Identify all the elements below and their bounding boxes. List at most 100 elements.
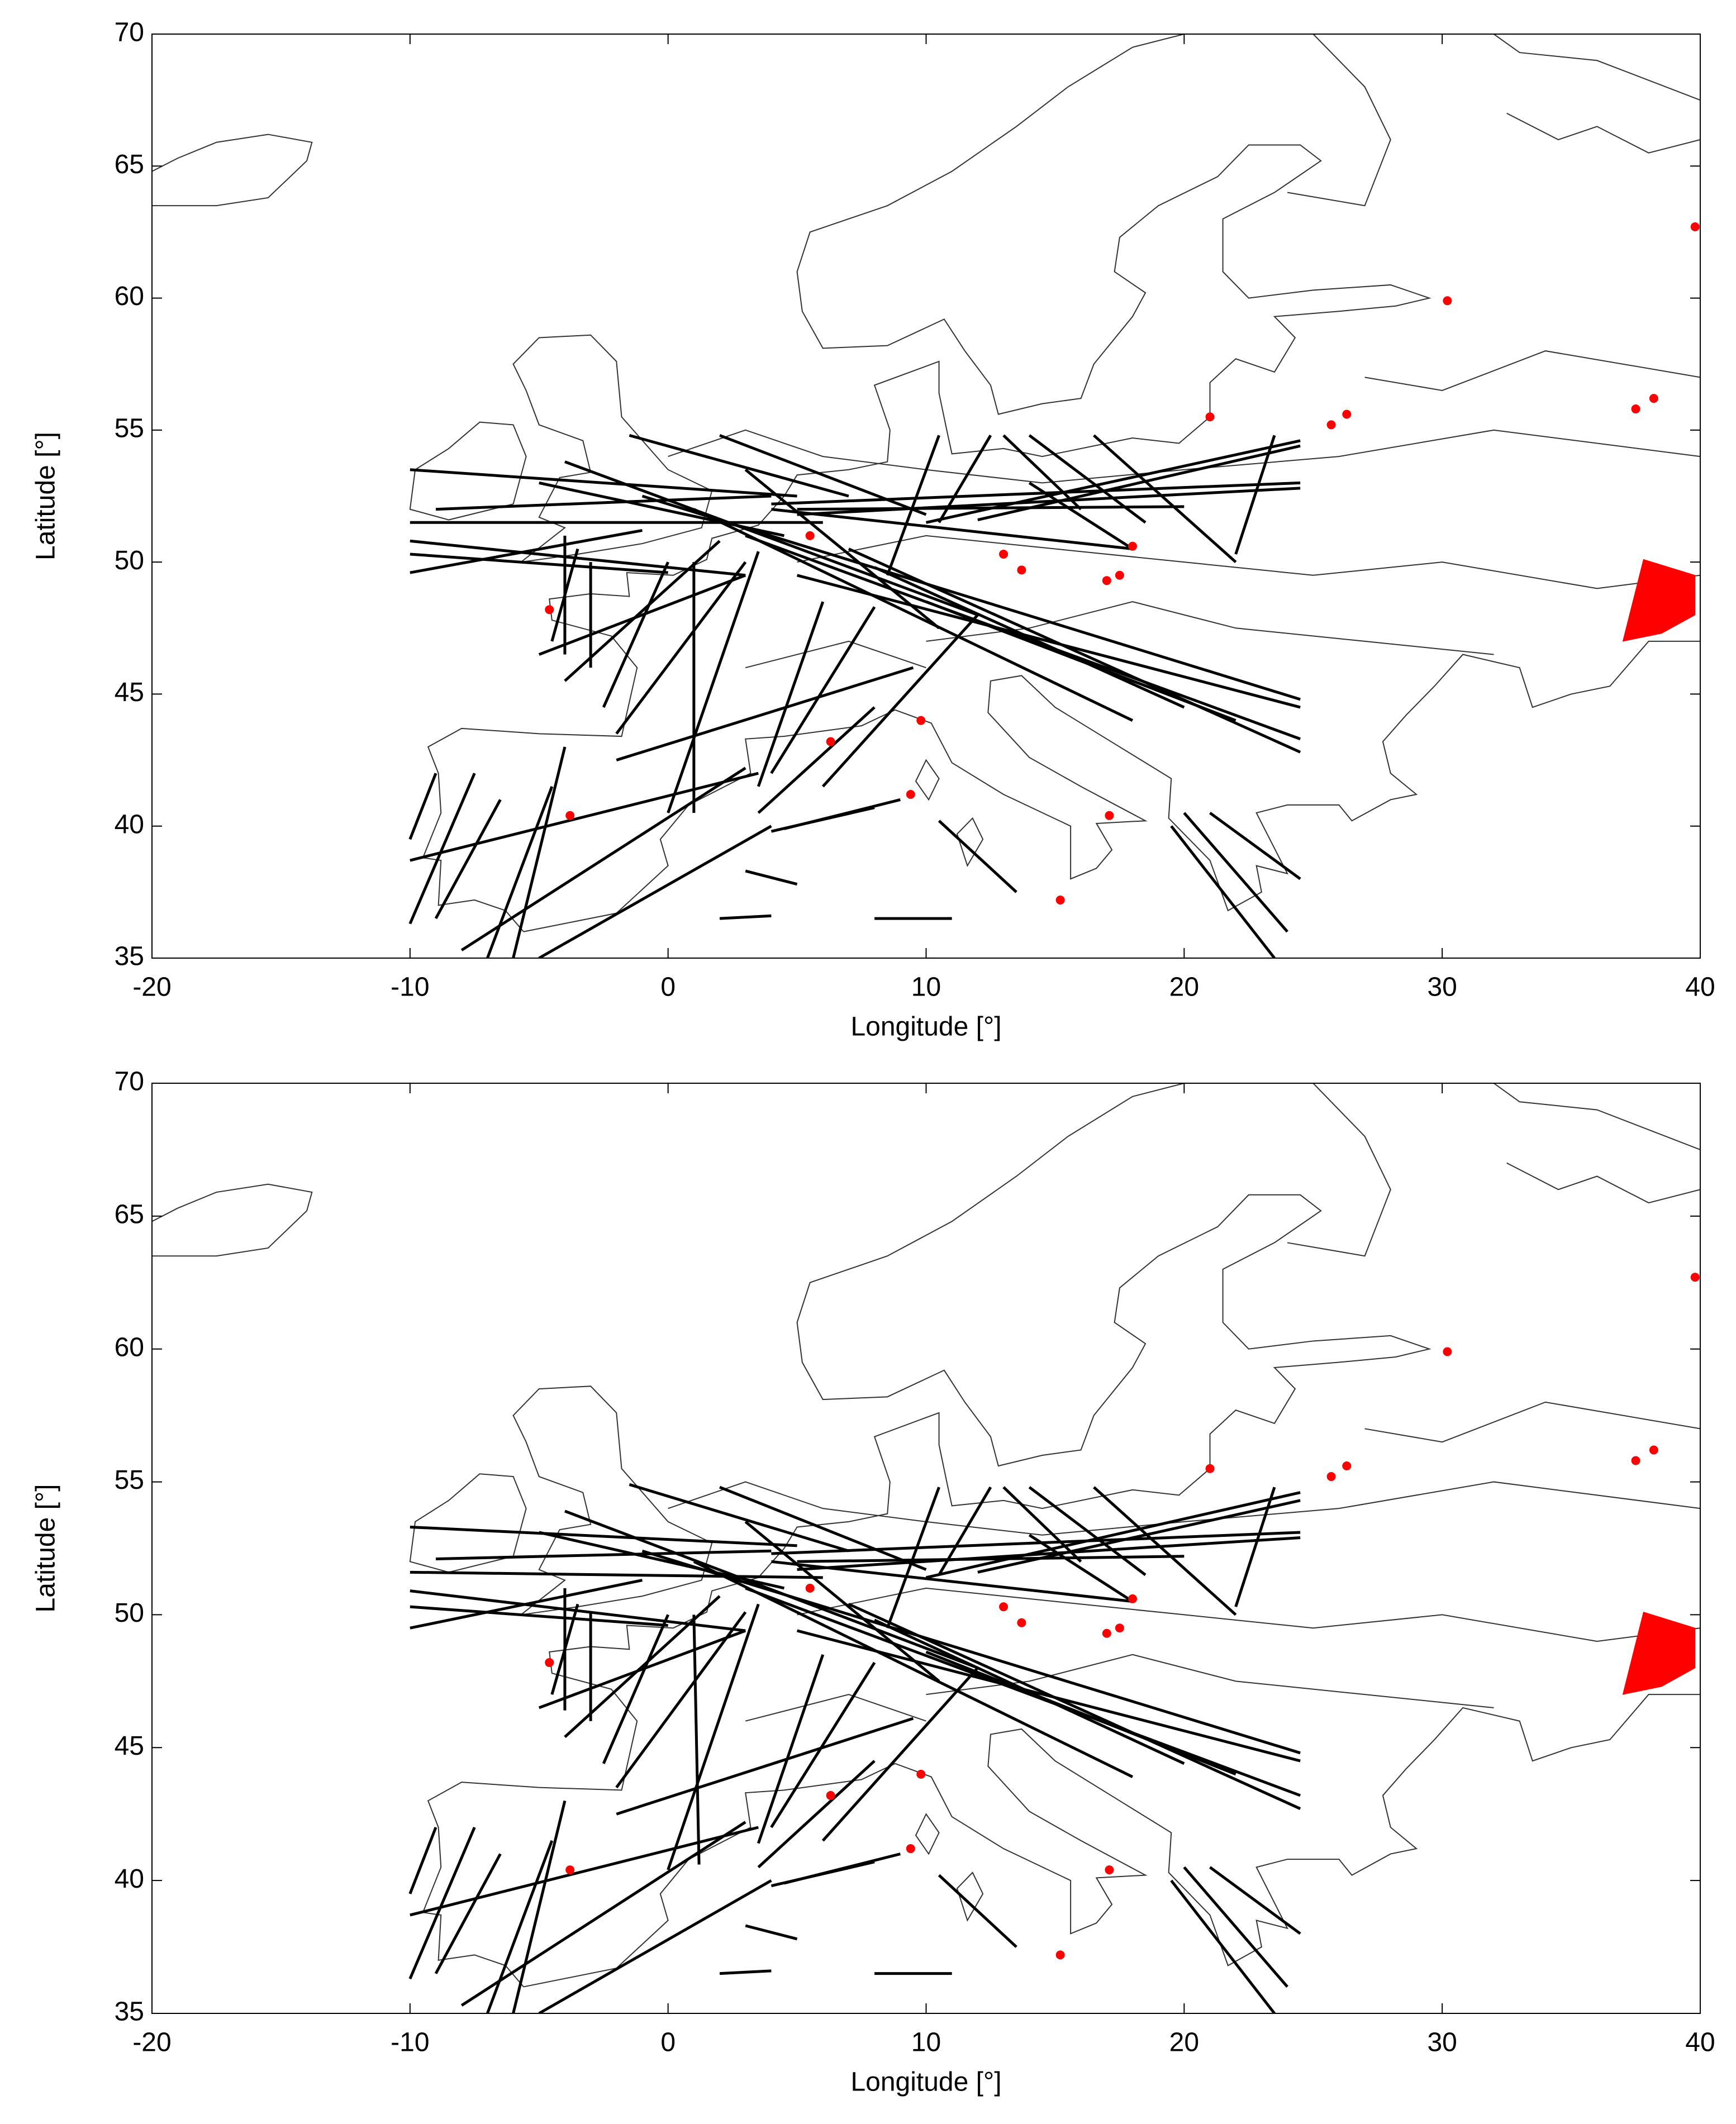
track bbox=[615, 1611, 747, 1789]
track bbox=[938, 820, 1017, 893]
x-tick-label: 0 bbox=[660, 973, 676, 1002]
track bbox=[460, 766, 746, 951]
red-marker bbox=[999, 549, 1009, 559]
track bbox=[770, 606, 876, 774]
x-tick-label: 10 bbox=[911, 973, 941, 1002]
track bbox=[925, 439, 1301, 524]
y-tick-label: 65 bbox=[115, 1200, 144, 1230]
track bbox=[486, 785, 554, 958]
red-marker bbox=[1115, 1623, 1124, 1633]
track bbox=[408, 1827, 476, 1980]
red-marker bbox=[1690, 1273, 1700, 1282]
track bbox=[925, 1491, 1301, 1579]
track bbox=[745, 1924, 798, 1941]
red-marker bbox=[565, 1865, 575, 1875]
track bbox=[410, 1826, 759, 1917]
track bbox=[410, 553, 668, 574]
x-tick-label: 20 bbox=[1169, 973, 1199, 1002]
red-marker bbox=[1326, 420, 1336, 430]
track bbox=[744, 468, 940, 630]
track bbox=[1028, 482, 1134, 550]
red-marker bbox=[1342, 409, 1352, 419]
track bbox=[770, 1661, 876, 1828]
track bbox=[434, 799, 502, 920]
track bbox=[925, 1650, 1236, 1776]
x-tick-label: 10 bbox=[911, 2028, 941, 2058]
track bbox=[550, 548, 579, 642]
red-marker bbox=[1105, 811, 1114, 820]
red-marker bbox=[1102, 1628, 1111, 1638]
red-marker bbox=[1342, 1461, 1352, 1471]
track bbox=[874, 566, 1185, 709]
red-marker bbox=[805, 1583, 815, 1593]
red-marker bbox=[1631, 1456, 1640, 1465]
track bbox=[719, 1969, 772, 1975]
x-tick-label: 40 bbox=[1685, 973, 1715, 1002]
red-marker bbox=[999, 1602, 1009, 1612]
track bbox=[719, 914, 772, 920]
red-marker bbox=[1055, 1950, 1065, 1960]
track bbox=[1234, 435, 1276, 555]
red-marker bbox=[1205, 1464, 1215, 1473]
red-marker bbox=[916, 1769, 926, 1779]
y-tick-label: 50 bbox=[115, 546, 144, 575]
track bbox=[629, 1483, 849, 1552]
x-tick-label: -20 bbox=[132, 973, 171, 1002]
track bbox=[1209, 812, 1301, 880]
y-tick-label: 70 bbox=[115, 18, 144, 47]
coastline bbox=[152, 1083, 1700, 1987]
track bbox=[512, 1800, 567, 2013]
track bbox=[745, 1587, 1301, 1797]
red-marker bbox=[1017, 565, 1026, 575]
y-tick-label: 70 bbox=[115, 1067, 144, 1097]
track bbox=[744, 1521, 940, 1683]
x-tick-label: -20 bbox=[132, 2028, 171, 2058]
track bbox=[460, 1821, 746, 2007]
x-axis-label: Longitude [°] bbox=[850, 2068, 1001, 2097]
y-tick-label: 45 bbox=[115, 678, 144, 707]
x-tick-label: -10 bbox=[391, 973, 429, 1002]
x-tick-label: -10 bbox=[391, 2028, 429, 2058]
track bbox=[629, 434, 849, 498]
track bbox=[616, 666, 914, 761]
track bbox=[771, 481, 1301, 506]
track bbox=[410, 1605, 668, 1627]
plot-area bbox=[152, 1083, 1700, 2013]
map-panel: -20 -10 0 10 20 30 40 35 40 45 50 55 60 65 70 Longitude… bbox=[31, 1067, 1715, 2097]
y-tick-label: 60 bbox=[115, 282, 144, 311]
y-tick-label: 35 bbox=[115, 942, 144, 971]
track bbox=[1093, 1486, 1237, 1616]
track bbox=[874, 1618, 1185, 1765]
y-axis-label: Latitude [°] bbox=[31, 1484, 61, 1612]
track bbox=[1093, 434, 1237, 564]
red-marker bbox=[1443, 296, 1452, 306]
track bbox=[1170, 825, 1276, 958]
track bbox=[1002, 434, 1082, 511]
track bbox=[410, 1525, 797, 1547]
track bbox=[408, 773, 437, 840]
y-tick-label: 55 bbox=[115, 1465, 144, 1495]
track bbox=[783, 798, 901, 830]
red-marker bbox=[805, 531, 815, 540]
track bbox=[977, 1499, 1301, 1574]
red-marker bbox=[1055, 896, 1065, 905]
track bbox=[771, 1560, 1133, 1603]
track bbox=[757, 1760, 876, 1869]
track bbox=[848, 1603, 1301, 1810]
map-panel: -20 -10 0 10 20 30 40 35 40 45 50 55 60 65 70 Longitude… bbox=[31, 18, 1715, 1042]
y-tick-label: 55 bbox=[115, 414, 144, 444]
track bbox=[797, 1555, 1185, 1563]
track bbox=[796, 574, 1301, 709]
track bbox=[435, 1549, 772, 1561]
red-marker bbox=[1128, 541, 1137, 551]
y-tick-label: 40 bbox=[115, 1864, 144, 1894]
track bbox=[602, 561, 669, 708]
red-marker bbox=[1631, 404, 1640, 414]
track bbox=[938, 1486, 992, 1576]
track bbox=[615, 561, 747, 735]
track bbox=[550, 1603, 579, 1695]
track bbox=[783, 1852, 901, 1885]
track bbox=[693, 508, 1134, 722]
x-tick-label: 30 bbox=[1427, 2028, 1457, 2058]
y-tick-label: 40 bbox=[115, 809, 144, 839]
